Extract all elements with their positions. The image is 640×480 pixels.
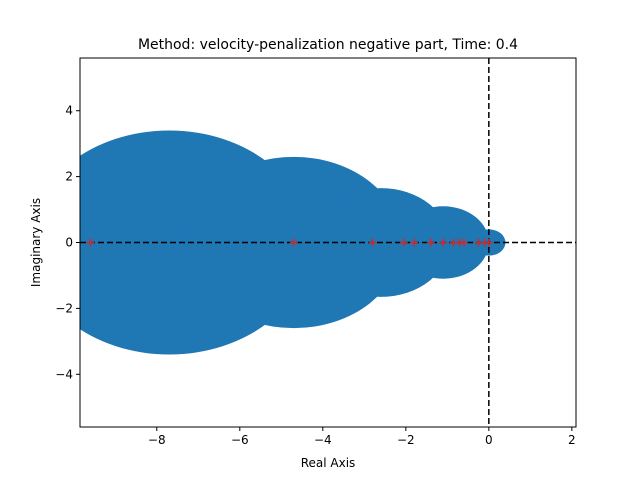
data-point-marker bbox=[439, 238, 448, 247]
x-tick-label: 0 bbox=[485, 433, 493, 447]
data-point-marker bbox=[368, 238, 377, 247]
y-tick-label: −2 bbox=[55, 301, 73, 315]
data-point-marker bbox=[484, 238, 493, 247]
data-point-marker bbox=[459, 238, 468, 247]
chart-title: Method: velocity-penalization negative p… bbox=[138, 37, 518, 53]
y-tick-label: 4 bbox=[65, 104, 73, 118]
y-axis-label: Imaginary Axis bbox=[29, 198, 43, 287]
data-point-marker bbox=[86, 238, 95, 247]
y-tick-label: 0 bbox=[65, 236, 73, 250]
plot-area bbox=[80, 58, 576, 427]
y-axis-ticks: −4 −2 0 2 4 bbox=[55, 104, 80, 381]
data-point-marker bbox=[289, 238, 298, 247]
x-axis-ticks: −8 −6 −4 −2 0 2 bbox=[148, 427, 576, 447]
x-tick-label: −6 bbox=[231, 433, 249, 447]
data-point-marker bbox=[399, 238, 408, 247]
y-tick-label: −4 bbox=[55, 367, 73, 381]
data-point-marker bbox=[426, 238, 435, 247]
x-axis-label: Real Axis bbox=[301, 456, 356, 470]
x-tick-label: −4 bbox=[314, 433, 332, 447]
marker-layer bbox=[86, 238, 493, 247]
x-tick-label: −2 bbox=[397, 433, 415, 447]
x-tick-label: 2 bbox=[568, 433, 576, 447]
y-tick-label: 2 bbox=[65, 170, 73, 184]
x-tick-label: −8 bbox=[148, 433, 166, 447]
data-point-marker bbox=[410, 238, 419, 247]
